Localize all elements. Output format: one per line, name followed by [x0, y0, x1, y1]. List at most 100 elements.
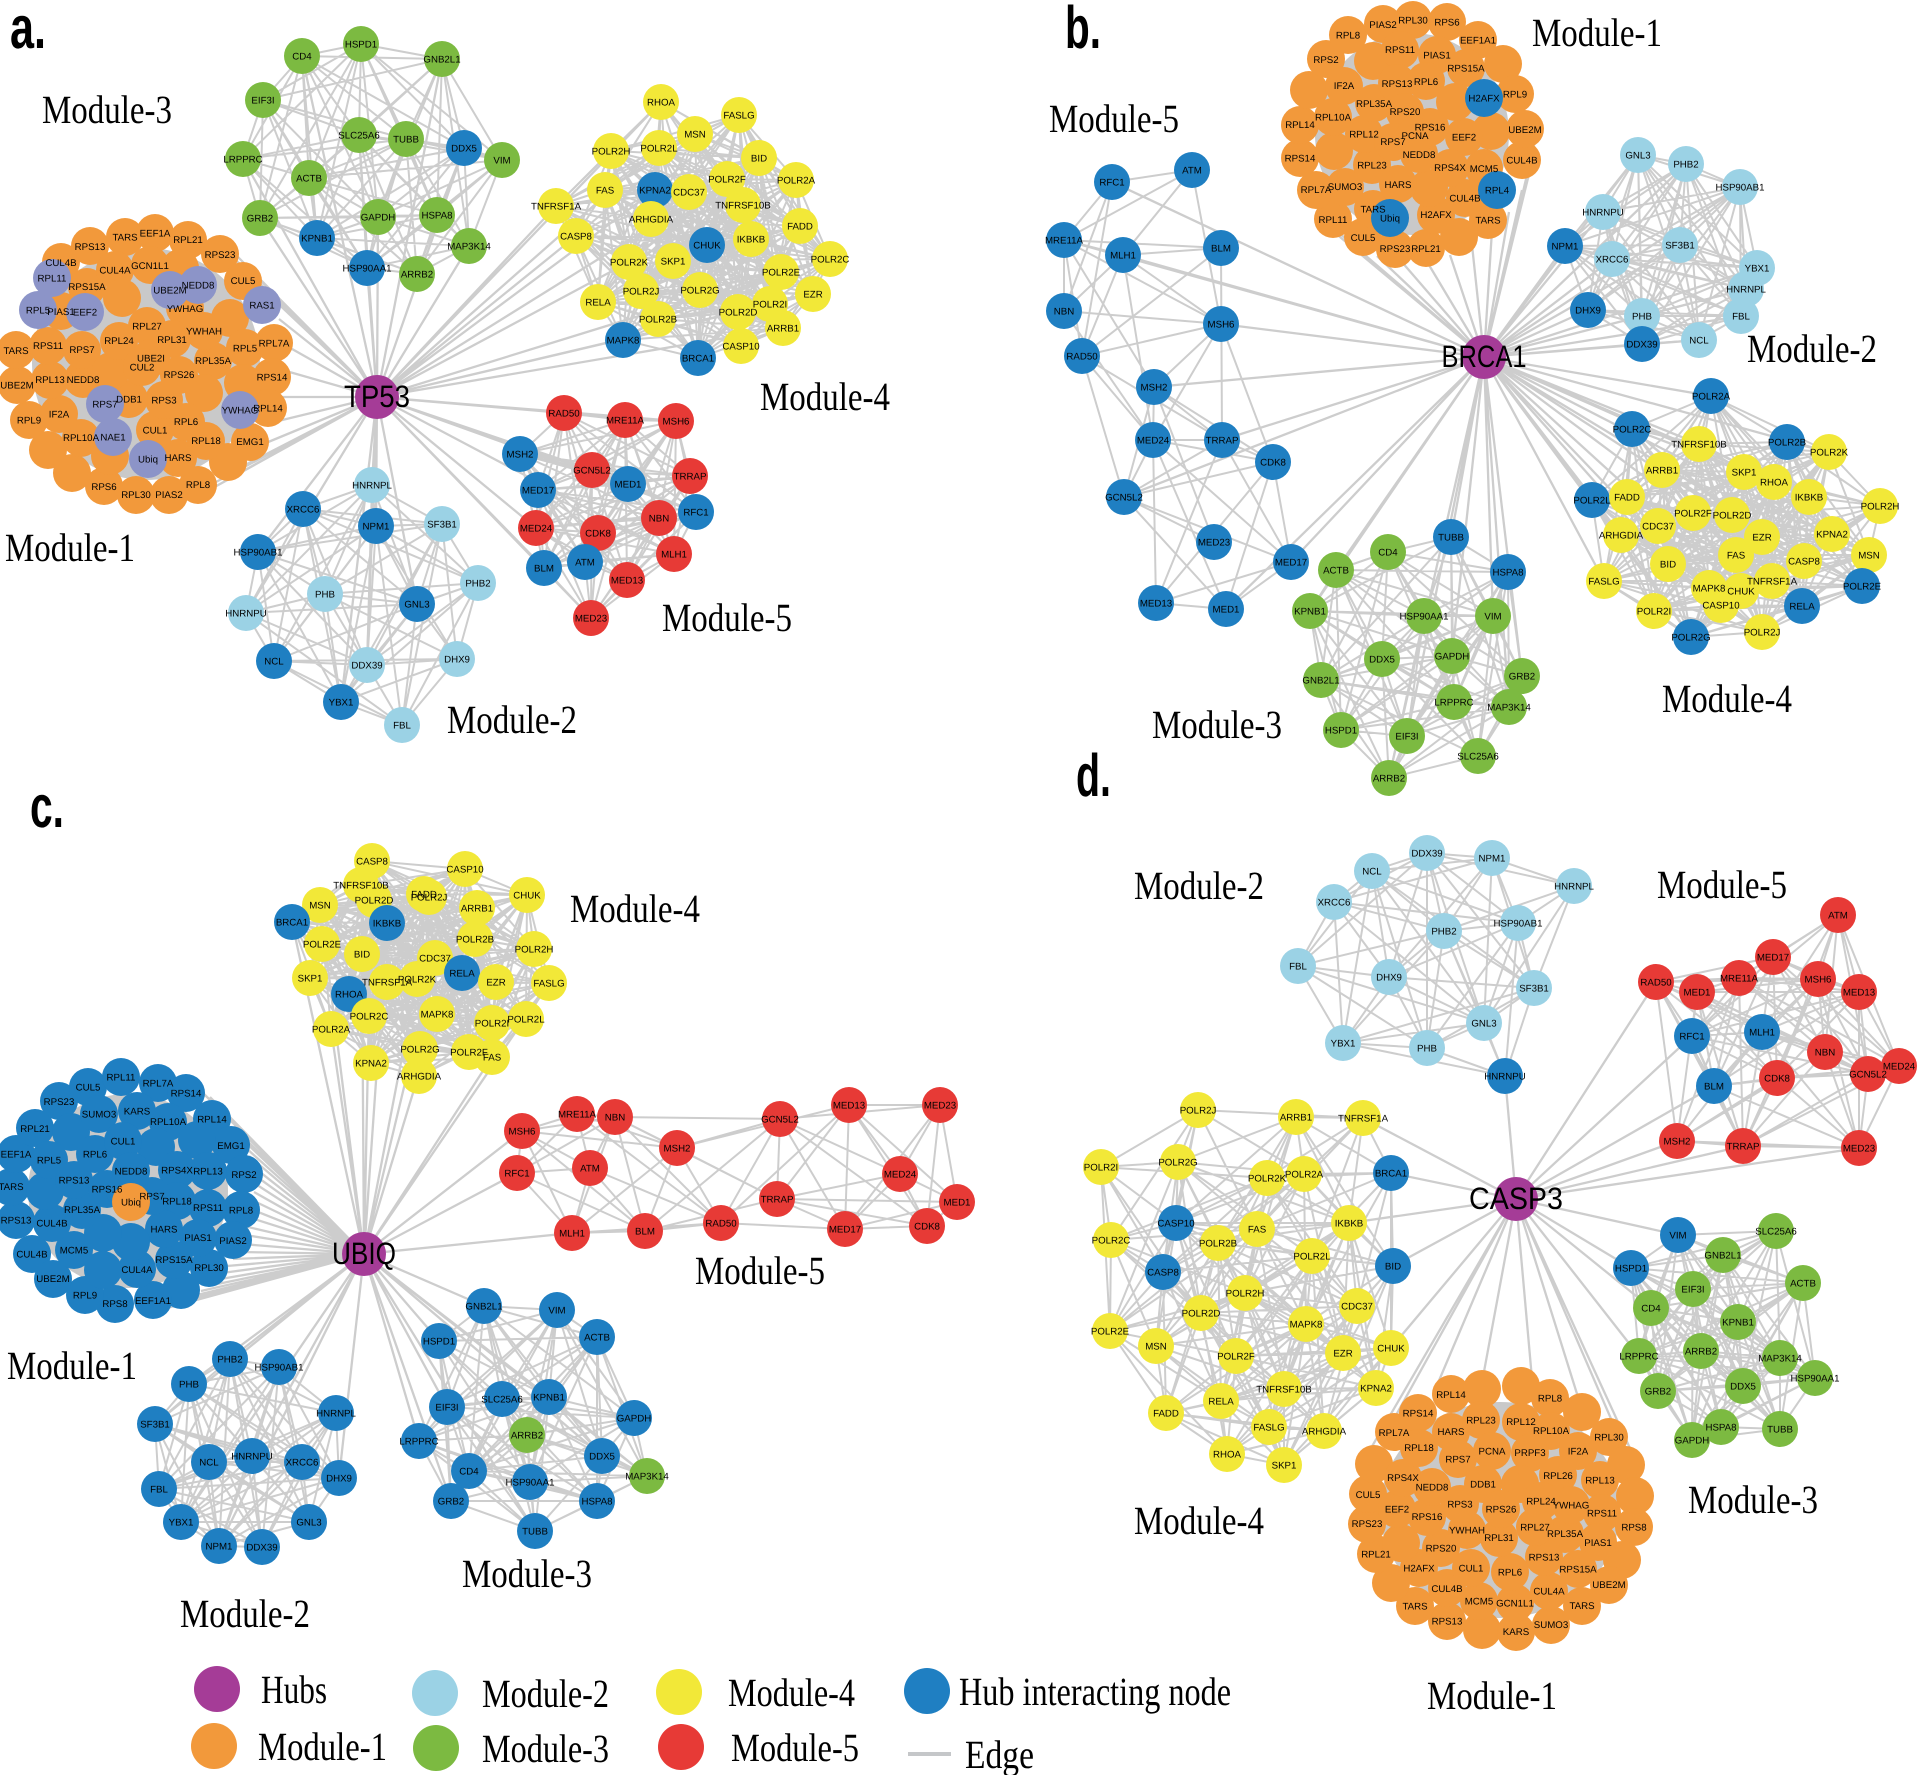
- svg-text:MAP3K14: MAP3K14: [1487, 703, 1531, 714]
- svg-text:RPL18: RPL18: [162, 1196, 192, 1207]
- svg-text:c.: c.: [30, 773, 64, 840]
- svg-text:RPL12: RPL12: [1506, 1417, 1536, 1428]
- svg-text:TNFRSF10B: TNFRSF10B: [1671, 440, 1726, 451]
- svg-text:CASP8: CASP8: [1788, 557, 1820, 568]
- svg-text:MCM5: MCM5: [60, 1246, 89, 1257]
- svg-text:CUL4B: CUL4B: [36, 1219, 67, 1230]
- svg-text:FADD: FADD: [787, 222, 813, 233]
- svg-text:Module-3: Module-3: [42, 87, 172, 132]
- svg-text:FASLG: FASLG: [723, 111, 754, 122]
- svg-text:DHX9: DHX9: [1376, 973, 1402, 984]
- svg-text:KARS: KARS: [1503, 1627, 1530, 1638]
- svg-text:MAPK8: MAPK8: [1693, 584, 1726, 595]
- svg-text:FBL: FBL: [1289, 962, 1307, 973]
- svg-text:BLM: BLM: [534, 564, 554, 575]
- svg-text:DDB1: DDB1: [1470, 1479, 1496, 1490]
- svg-text:RPS14: RPS14: [1403, 1409, 1434, 1420]
- svg-text:ARRB1: ARRB1: [767, 324, 799, 335]
- svg-text:CUL1: CUL1: [143, 426, 168, 437]
- svg-text:SLC25A6: SLC25A6: [481, 1395, 522, 1406]
- svg-text:RPL11: RPL11: [1319, 215, 1348, 226]
- svg-text:HSP90AA1: HSP90AA1: [342, 264, 391, 275]
- svg-text:EIF3I: EIF3I: [1395, 732, 1418, 743]
- svg-text:RPL4: RPL4: [1485, 186, 1510, 197]
- svg-text:MSN: MSN: [1858, 551, 1880, 562]
- svg-text:Module-2: Module-2: [482, 1671, 609, 1716]
- svg-text:EEF1A: EEF1A: [140, 229, 171, 240]
- svg-text:RPL8: RPL8: [1538, 1393, 1562, 1404]
- svg-text:RPL8: RPL8: [229, 1206, 253, 1217]
- svg-text:POLR2A: POLR2A: [312, 1025, 351, 1036]
- svg-text:RPS6: RPS6: [91, 482, 116, 493]
- svg-text:EIF3I: EIF3I: [1681, 1285, 1704, 1296]
- svg-text:RPS2: RPS2: [1313, 55, 1338, 66]
- svg-text:RPL26: RPL26: [1543, 1471, 1573, 1482]
- svg-text:POLR2L: POLR2L: [1573, 496, 1611, 507]
- svg-text:RPS11: RPS11: [33, 341, 63, 352]
- svg-text:CUL4A: CUL4A: [121, 1265, 153, 1276]
- svg-text:IF2A: IF2A: [49, 410, 70, 421]
- svg-text:KPNA2: KPNA2: [1816, 530, 1848, 541]
- svg-text:NCL: NCL: [264, 657, 284, 668]
- svg-text:RHOA: RHOA: [1213, 1450, 1242, 1461]
- svg-text:RPL6: RPL6: [1414, 77, 1438, 88]
- svg-text:Ubiq: Ubiq: [121, 1198, 141, 1209]
- svg-text:GAPDH: GAPDH: [617, 1414, 651, 1425]
- svg-text:MRE11A: MRE11A: [1720, 974, 1759, 985]
- svg-text:Module-2: Module-2: [1747, 326, 1877, 371]
- svg-text:MED24: MED24: [884, 1170, 917, 1181]
- svg-text:IKBKB: IKBKB: [737, 235, 766, 246]
- svg-text:NEDD8: NEDD8: [182, 281, 215, 292]
- svg-text:CDC37: CDC37: [419, 954, 451, 965]
- svg-text:RPS13: RPS13: [1, 1216, 32, 1227]
- svg-text:HSPA8: HSPA8: [581, 1497, 612, 1508]
- svg-text:CUL1: CUL1: [1459, 1563, 1484, 1574]
- svg-text:RPL23: RPL23: [1466, 1415, 1496, 1426]
- svg-text:MED17: MED17: [1275, 558, 1307, 569]
- svg-text:DDX5: DDX5: [589, 1452, 615, 1463]
- svg-text:RPL35A: RPL35A: [195, 356, 232, 367]
- svg-text:RFC1: RFC1: [683, 508, 708, 519]
- svg-text:NAE1: NAE1: [100, 433, 125, 444]
- svg-text:RELA: RELA: [1208, 1397, 1234, 1408]
- svg-text:Module-1: Module-1: [258, 1724, 387, 1769]
- svg-text:ACTB: ACTB: [296, 174, 322, 185]
- svg-text:RFC1: RFC1: [1099, 178, 1124, 189]
- svg-text:EZR: EZR: [486, 978, 505, 989]
- svg-text:YBX1: YBX1: [169, 1518, 194, 1529]
- svg-text:RPL21: RPL21: [1411, 244, 1441, 255]
- svg-text:Module-2: Module-2: [180, 1591, 310, 1636]
- svg-text:CASP10: CASP10: [1157, 1219, 1195, 1230]
- svg-text:Module-5: Module-5: [1049, 96, 1179, 141]
- svg-text:PIAS1: PIAS1: [47, 307, 74, 318]
- svg-text:XRCC6: XRCC6: [286, 1458, 319, 1469]
- svg-text:RPS15A: RPS15A: [68, 282, 106, 293]
- svg-text:RHOA: RHOA: [1760, 478, 1789, 489]
- svg-text:CD4: CD4: [1641, 1304, 1661, 1315]
- svg-text:MED1: MED1: [1684, 988, 1711, 999]
- svg-text:TARS: TARS: [112, 232, 138, 243]
- svg-text:RAD50: RAD50: [705, 1219, 737, 1230]
- svg-text:RAS1: RAS1: [249, 301, 274, 312]
- svg-text:TUBB: TUBB: [1438, 533, 1464, 544]
- svg-text:RPL5: RPL5: [233, 343, 257, 354]
- svg-text:DHX9: DHX9: [1575, 306, 1601, 317]
- svg-text:EEF2: EEF2: [73, 308, 97, 319]
- svg-text:RPL7A: RPL7A: [1301, 185, 1332, 196]
- svg-text:RAD50: RAD50: [1640, 978, 1672, 989]
- svg-text:POLR2C: POLR2C: [811, 255, 850, 266]
- svg-text:PIAS2: PIAS2: [155, 490, 182, 501]
- svg-text:CASP10: CASP10: [1702, 601, 1740, 612]
- svg-text:POLR2K: POLR2K: [1248, 1174, 1287, 1185]
- svg-text:TARS: TARS: [1475, 216, 1501, 227]
- svg-text:UBE2M: UBE2M: [1592, 1580, 1625, 1591]
- svg-text:HNRNPL: HNRNPL: [1726, 285, 1766, 296]
- svg-text:RPS7: RPS7: [139, 1191, 164, 1202]
- svg-text:MED13: MED13: [611, 576, 643, 587]
- svg-text:POLR2A: POLR2A: [1692, 392, 1731, 403]
- svg-text:MED24: MED24: [1883, 1062, 1916, 1073]
- svg-text:CASP3: CASP3: [1469, 1181, 1563, 1216]
- svg-text:HSP90AA1: HSP90AA1: [505, 1478, 554, 1489]
- svg-text:EZR: EZR: [803, 290, 822, 301]
- svg-text:MCM5: MCM5: [1465, 1597, 1494, 1608]
